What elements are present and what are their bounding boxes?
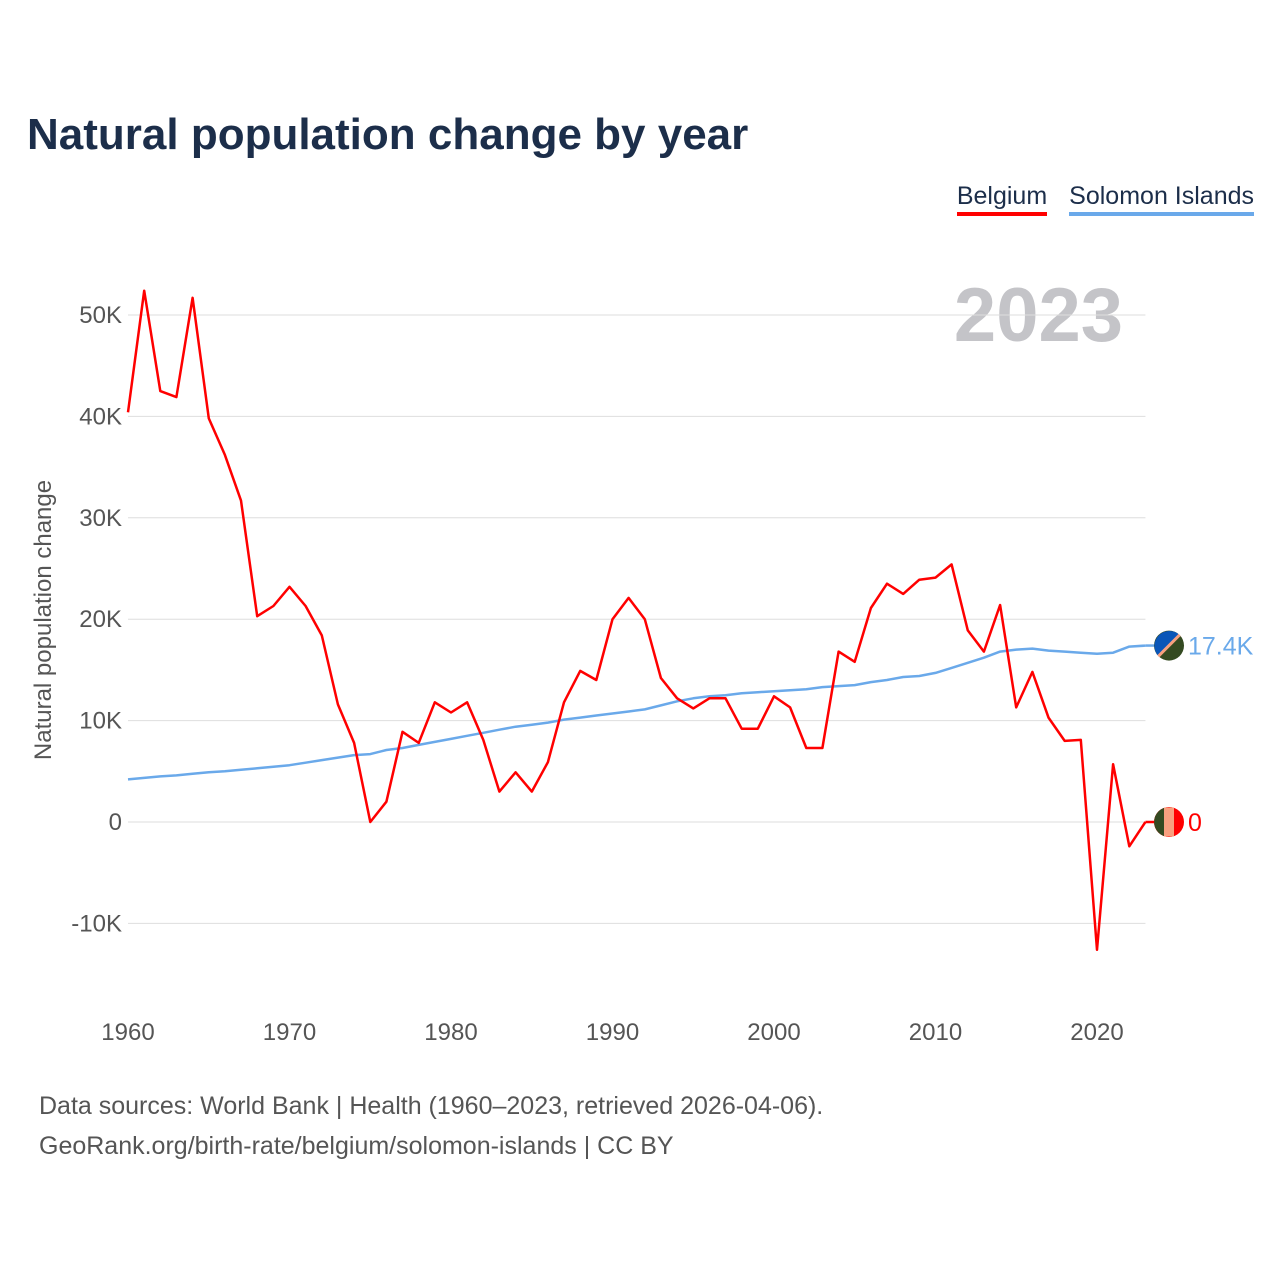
data-source: Data sources: World Bank | Health (1960–… xyxy=(39,1092,824,1120)
y-tick-label: 30K xyxy=(79,505,122,532)
flag-stripe xyxy=(1154,807,1164,837)
end-value-label: 17.4K xyxy=(1188,633,1254,661)
y-tick-label: 50K xyxy=(79,302,122,329)
y-tick-label: -10K xyxy=(71,910,122,937)
y-tick-label: 20K xyxy=(79,606,122,633)
flag-field xyxy=(1154,630,1180,657)
x-tick-label: 1990 xyxy=(586,1019,639,1046)
x-tick-label: 1960 xyxy=(101,1019,154,1046)
series-line-belgium xyxy=(126,289,1147,952)
legend-solomon-islands[interactable]: Solomon Islands xyxy=(1069,182,1254,216)
y-tick-label: 10K xyxy=(79,708,122,735)
flag-stripe xyxy=(1157,633,1181,658)
legend: Belgium Solomon Islands xyxy=(956,182,1254,216)
footer: Data sources: World Bank | Health (1960–… xyxy=(39,1086,823,1166)
x-tick-label: 2020 xyxy=(1070,1019,1123,1046)
x-tick-label: 2000 xyxy=(747,1019,800,1046)
y-tick-label: 40K xyxy=(79,403,122,430)
chart-title: Natural population change by year xyxy=(27,110,749,159)
source-link[interactable]: GeoRank.org/birth-rate/belgium/solomon-i… xyxy=(39,1132,674,1160)
series-line-solomon-islands xyxy=(127,644,1146,781)
x-tick-label: 1980 xyxy=(424,1019,477,1046)
flag-stripe xyxy=(1164,807,1174,837)
end-value-label: 0 xyxy=(1188,809,1202,837)
legend-belgium[interactable]: Belgium xyxy=(956,182,1048,216)
x-tick-label: 2010 xyxy=(909,1019,962,1046)
y-tick-label: 0 xyxy=(109,809,122,836)
x-tick-label: 1970 xyxy=(263,1019,316,1046)
y-axis-label: Natural population change xyxy=(30,480,57,760)
